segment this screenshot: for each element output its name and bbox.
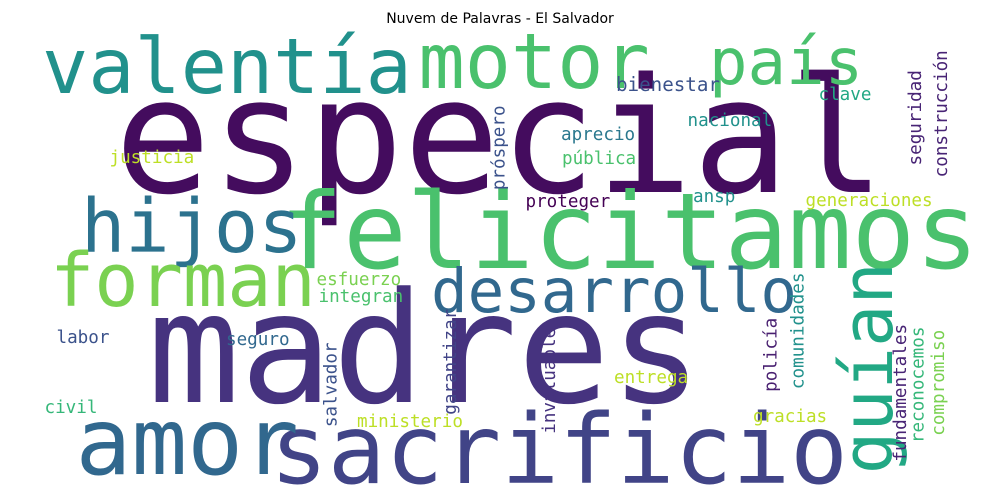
- word-33: reconocemos: [907, 326, 928, 444]
- word-17: justicia: [109, 148, 195, 168]
- word-5: valentía: [42, 22, 412, 112]
- word-36: entrega: [614, 368, 689, 388]
- word-37: civil: [44, 398, 98, 418]
- word-35: salvador: [321, 342, 342, 428]
- word-34: compromiso: [929, 329, 950, 436]
- word-4: amor: [75, 387, 299, 496]
- word-22: ansp: [693, 187, 736, 207]
- word-28: labor: [56, 328, 110, 348]
- word-12: bienestar: [616, 72, 720, 96]
- word-19: seguridad: [905, 70, 926, 166]
- word-39: gracias: [753, 407, 828, 427]
- word-6: motor: [418, 17, 650, 107]
- word-14: nacional: [687, 111, 773, 131]
- word-15: aprecio: [561, 125, 636, 145]
- word-10: país: [709, 26, 864, 100]
- word-8: forman: [50, 239, 316, 324]
- word-3: sacrificio: [270, 394, 848, 500]
- word-11: desarrollo: [431, 256, 798, 327]
- word-23: generaciones: [805, 191, 933, 211]
- word-18: próspero: [489, 105, 510, 191]
- word-27: comunidades: [787, 272, 808, 390]
- word-20: construcción: [931, 50, 952, 178]
- word-30: invaluable: [540, 327, 561, 434]
- chart-title: Nuvem de Palavras - El Salvador: [386, 11, 614, 27]
- word-25: integran: [318, 287, 404, 307]
- word-31: policía: [761, 317, 782, 392]
- word-21: proteger: [525, 192, 611, 212]
- word-38: ministerio: [357, 412, 463, 432]
- word-0: especial: [114, 43, 886, 230]
- word-26: garantizar: [441, 308, 462, 415]
- word-1: madres: [147, 260, 703, 439]
- word-16: pública: [562, 149, 637, 169]
- word-2: felicitamos: [279, 170, 979, 293]
- word-13: clave: [818, 85, 872, 105]
- word-29: seguro: [226, 330, 290, 350]
- word-7: hijos: [81, 185, 303, 270]
- word-24: esfuerzo: [316, 270, 402, 290]
